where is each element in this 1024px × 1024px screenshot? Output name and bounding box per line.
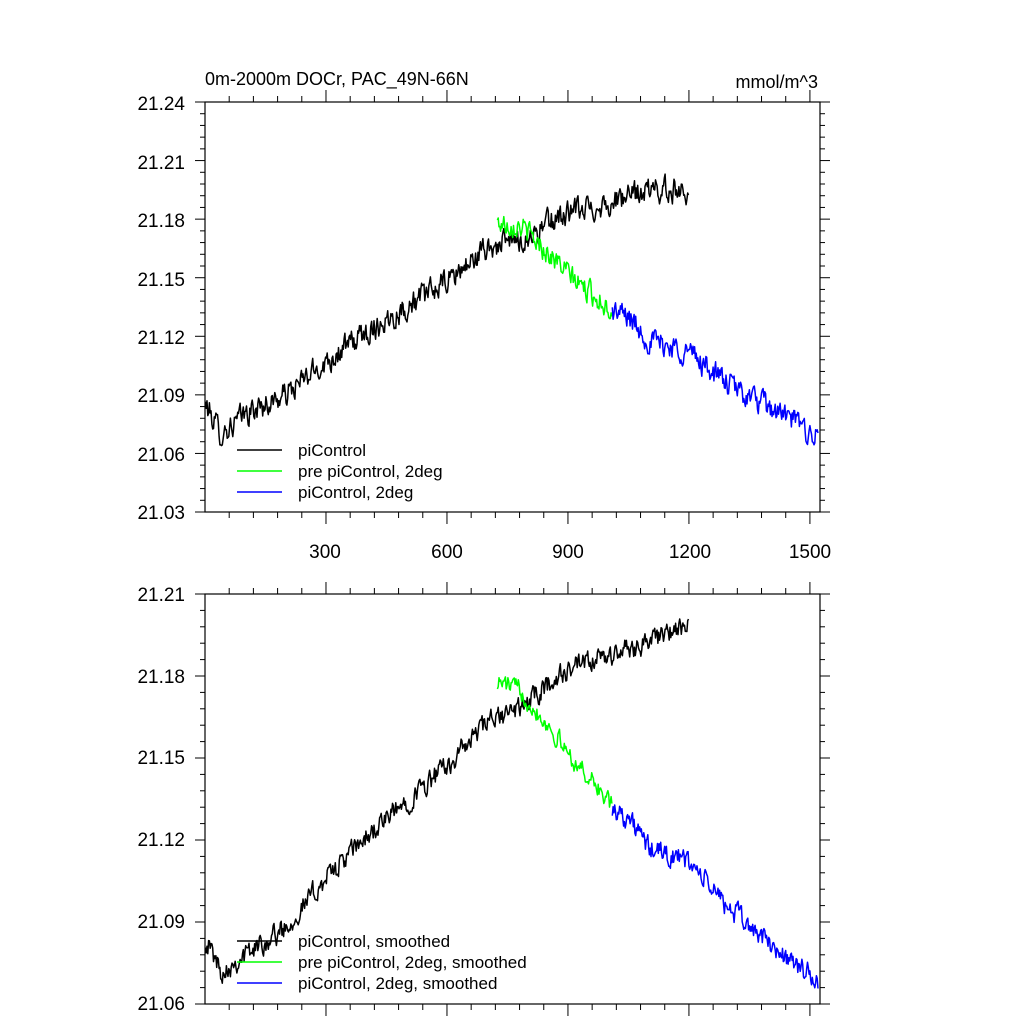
top-legend-label: piControl, 2deg (298, 483, 413, 502)
top-series-lines (204, 173, 819, 447)
top-legend: piControl pre piControl, 2deg piControl,… (237, 441, 443, 502)
bottom-legend-label: piControl, 2deg, smoothed (298, 974, 497, 993)
top-y-tick-label: 21.15 (137, 270, 185, 291)
top-x-tick-label: 1500 (789, 542, 831, 563)
bottom-plot-frame (204, 593, 821, 1005)
top-y-tick-labels: 21.03 21.06 21.09 21.12 21.15 21.18 21.2… (137, 94, 185, 524)
bottom-series-line-picontrol-2deg-smoothed (611, 804, 819, 989)
bottom-legend: piControl, smoothed pre piControl, 2deg,… (237, 932, 527, 993)
top-series-line-picontrol-2deg (611, 302, 819, 446)
top-chart-title: 0m-2000m DOCr, PAC_49N-66N (205, 69, 469, 90)
top-y-tick-label: 21.12 (137, 328, 185, 349)
bottom-axis-ticks (195, 582, 830, 1016)
top-y-tick-label: 21.06 (137, 445, 185, 466)
top-plot-frame (204, 101, 821, 513)
bottom-y-tick-label: 21.15 (137, 748, 185, 769)
top-y-tick-label: 21.09 (137, 386, 185, 407)
bottom-y-tick-label: 21.18 (137, 667, 185, 688)
bottom-series-line-picontrol-smoothed (204, 618, 690, 984)
bottom-panel: 21.06 21.09 21.12 21.15 21.18 21.21 piCo… (137, 582, 830, 1016)
top-series-line-pre-picontrol-2deg (496, 215, 613, 320)
bottom-y-tick-label: 21.06 (137, 994, 185, 1015)
top-x-tick-label: 1200 (669, 542, 711, 563)
top-legend-label: pre piControl, 2deg (298, 462, 443, 481)
bottom-y-tick-labels: 21.06 21.09 21.12 21.15 21.18 21.21 (137, 585, 185, 1015)
bottom-y-tick-label: 21.09 (137, 912, 185, 933)
bottom-y-tick-label: 21.12 (137, 830, 185, 851)
bottom-series-line-pre-picontrol-2deg-smoothed (496, 676, 613, 808)
bottom-legend-label: piControl, smoothed (298, 932, 450, 951)
top-chart-units: mmol/m^3 (736, 72, 818, 92)
top-panel: 0m-2000m DOCr, PAC_49N-66N mmol/m^3 21.0… (137, 69, 831, 563)
top-y-tick-label: 21.24 (137, 94, 185, 115)
top-y-tick-label: 21.03 (137, 503, 185, 524)
top-legend-label: piControl (298, 441, 366, 460)
top-x-tick-label: 300 (309, 542, 341, 563)
top-x-tick-label: 900 (552, 542, 584, 563)
top-y-tick-label: 21.18 (137, 211, 185, 232)
bottom-series-lines (204, 618, 819, 989)
bottom-y-tick-label: 21.21 (137, 585, 185, 606)
top-y-tick-label: 21.21 (137, 153, 185, 174)
top-series-line-picontrol (204, 173, 690, 447)
bottom-legend-label: pre piControl, 2deg, smoothed (298, 953, 527, 972)
top-x-tick-label: 600 (431, 542, 463, 563)
top-axis-ticks (195, 90, 830, 524)
top-x-tick-labels: 300 600 900 1200 1500 (309, 542, 831, 563)
